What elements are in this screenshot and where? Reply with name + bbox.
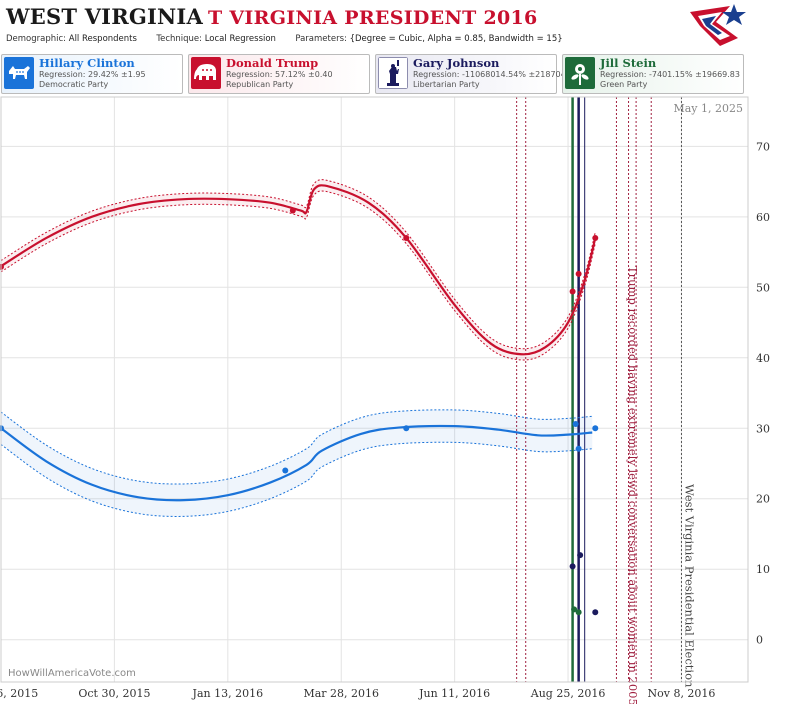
event-annotation: West Virginia Presidential Election [682, 484, 696, 688]
band-upper [0, 409, 593, 485]
confidence-band [1, 179, 596, 360]
poll-point [403, 425, 410, 432]
candidate-regression: Regression: 29.42% ±1.95 [39, 70, 146, 79]
grid [0, 97, 748, 682]
confidence-bands [0, 179, 596, 517]
x-tick-label: Mar 28, 2016 [303, 687, 379, 700]
chart-plot: 0 10 20 30 40 50 60 70 Aug 16, 2015 Oct 30, 2015 J… [0, 96, 770, 704]
x-tick-label: Jan 13, 2016 [192, 687, 264, 700]
parameters-label: Parameters: [295, 34, 347, 44]
donkey-icon [4, 57, 34, 89]
x-tick-label: Aug 25, 2016 [530, 687, 606, 700]
band-upper [0, 179, 596, 350]
demographic-value: All Respondents [68, 34, 137, 44]
flower-icon [565, 57, 595, 89]
elephant-icon [191, 57, 221, 89]
candidate-party: Green Party [600, 80, 648, 89]
candidate-name: Gary Johnson [413, 56, 500, 70]
event-markers [516, 97, 682, 682]
legend-card-johnson: Gary Johnson Regression: -11068014.54% ±… [375, 54, 566, 94]
technique-value: Local Regression [204, 34, 276, 44]
candidate-party: Libertarian Party [413, 80, 480, 89]
poll-points [0, 207, 599, 616]
x-tick-label: Nov 8, 2016 [647, 687, 715, 700]
trend-lines [0, 184, 597, 502]
current-date-label: May 1, 2025 [673, 102, 743, 115]
poll-point [289, 207, 296, 214]
candidate-legend: Hillary Clinton Regression: 29.42% ±1.95… [0, 54, 789, 94]
band-lower [0, 441, 593, 517]
legend-card-clinton: Hillary Clinton Regression: 29.42% ±1.95… [1, 54, 183, 94]
band-lower [0, 190, 596, 361]
legend-card-trump: Donald Trump Regression: 57.12% ±0.40 Re… [188, 54, 370, 94]
poll-point [592, 609, 599, 616]
poll-point [592, 234, 599, 241]
trend-line [0, 184, 597, 356]
x-tick-label: Aug 16, 2015 [0, 687, 38, 700]
poll-point [577, 552, 584, 559]
chart-title: WEST VIRGINIA T VIRGINIA PRESIDENT 2016 [6, 4, 538, 34]
poll-point [403, 234, 410, 241]
poll-point [569, 563, 576, 570]
parameters-value: {Degree = Cubic, Alpha = 0.85, Bandwidth… [349, 34, 563, 44]
site-watermark: HowWillAmericaVote.com [8, 668, 136, 679]
axis-labels: 0 10 20 30 40 50 60 70 Aug 16, 2015 Oct 30, 2015 J… [0, 102, 770, 704]
parameters-row: Demographic: All Respondents Technique: … [6, 34, 563, 44]
demographic-label: Demographic: [6, 34, 67, 44]
poll-point [569, 288, 576, 295]
x-tick-label: Oct 30, 2015 [78, 687, 150, 700]
y-tick-label: 50 [756, 281, 770, 294]
candidate-regression: Regression: 57.12% ±0.40 [226, 70, 333, 79]
title-state: WEST VIRGINIA [6, 4, 203, 29]
poll-point [575, 445, 582, 452]
site-logo-icon [690, 4, 746, 46]
candidate-party: Republican Party [226, 80, 294, 89]
candidate-name: Hillary Clinton [39, 56, 135, 70]
confidence-band [1, 409, 593, 517]
y-tick-label: 70 [756, 140, 770, 153]
plot-frame [0, 96, 749, 683]
candidate-party: Democratic Party [39, 80, 109, 89]
y-tick-label: 20 [756, 493, 770, 506]
title-race: T VIRGINIA PRESIDENT 2016 [208, 7, 538, 29]
poll-point [571, 606, 578, 613]
x-tick-label: Jun 11, 2016 [418, 687, 490, 700]
candidate-name: Donald Trump [226, 56, 319, 70]
y-tick-label: 30 [756, 422, 770, 435]
technique-label: Technique: [156, 34, 203, 44]
poll-point [592, 425, 599, 432]
poll-point [575, 270, 582, 277]
poll-point [572, 421, 579, 428]
poll-point [282, 467, 289, 474]
candidate-regression: Regression: -11068014.54% ±218704 [413, 70, 566, 79]
y-tick-label: 0 [756, 634, 763, 647]
poll-point [575, 609, 582, 616]
trend-line [0, 424, 593, 502]
y-tick-label: 60 [756, 211, 770, 224]
candidate-regression: Regression: -7401.15% ±19669.83 [600, 70, 740, 79]
event-annotation: Trump recorded having extremely lewd con… [626, 266, 640, 704]
legend-card-stein: Jill Stein Regression: -7401.15% ±19669.… [562, 54, 744, 94]
y-tick-label: 40 [756, 352, 770, 365]
statue-of-liberty-icon [378, 57, 408, 89]
y-tick-label: 10 [756, 563, 770, 576]
candidate-name: Jill Stein [600, 56, 657, 70]
